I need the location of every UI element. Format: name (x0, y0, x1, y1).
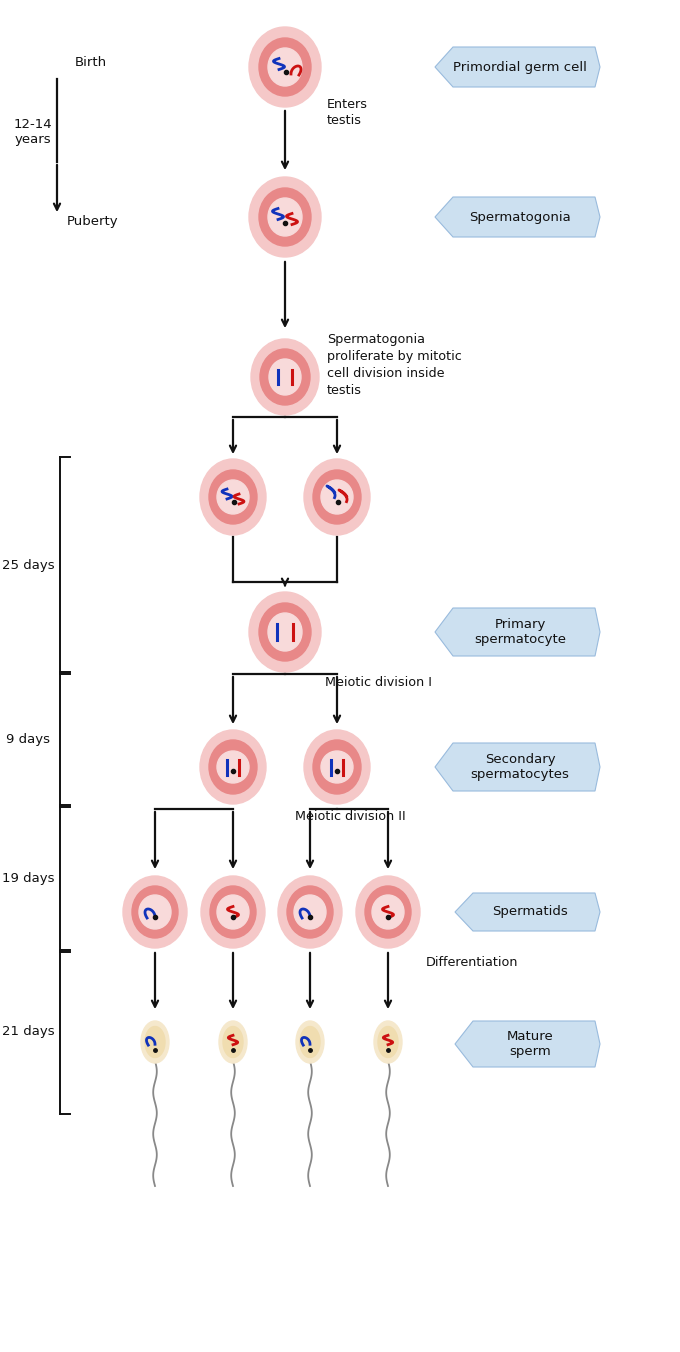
Ellipse shape (321, 750, 353, 783)
Ellipse shape (249, 592, 321, 672)
Ellipse shape (217, 480, 249, 514)
Ellipse shape (145, 1026, 165, 1057)
Ellipse shape (249, 177, 321, 257)
Ellipse shape (209, 470, 257, 525)
Ellipse shape (259, 38, 311, 96)
Ellipse shape (287, 886, 333, 938)
Ellipse shape (141, 1021, 169, 1063)
Text: 9 days: 9 days (6, 733, 50, 746)
Polygon shape (435, 608, 600, 656)
Ellipse shape (356, 876, 420, 948)
Text: Meiotic division II: Meiotic division II (295, 810, 406, 823)
Ellipse shape (259, 603, 311, 661)
Ellipse shape (249, 27, 321, 107)
Ellipse shape (223, 1026, 243, 1057)
Ellipse shape (300, 1026, 320, 1057)
Polygon shape (455, 1021, 600, 1067)
Ellipse shape (278, 876, 342, 948)
Polygon shape (435, 47, 600, 87)
Text: 12-14
years: 12-14 years (14, 118, 52, 146)
Ellipse shape (372, 895, 404, 929)
Ellipse shape (251, 339, 319, 415)
Text: Secondary
spermatocytes: Secondary spermatocytes (471, 753, 569, 781)
Text: Differentiation: Differentiation (426, 956, 518, 968)
Polygon shape (435, 197, 600, 237)
Ellipse shape (217, 750, 249, 783)
Text: Primordial germ cell: Primordial germ cell (453, 61, 587, 73)
Ellipse shape (268, 49, 302, 87)
Ellipse shape (268, 612, 302, 652)
Ellipse shape (304, 458, 370, 535)
Ellipse shape (259, 188, 311, 246)
Ellipse shape (313, 740, 361, 794)
Text: 25 days: 25 days (1, 558, 54, 572)
Ellipse shape (365, 886, 411, 938)
Ellipse shape (378, 1026, 398, 1057)
Ellipse shape (304, 730, 370, 804)
Ellipse shape (200, 730, 266, 804)
Ellipse shape (123, 876, 187, 948)
Text: 19 days: 19 days (2, 872, 54, 886)
Ellipse shape (200, 458, 266, 535)
Ellipse shape (313, 470, 361, 525)
Text: Spermatogonia: Spermatogonia (469, 211, 571, 223)
Text: Mature
sperm: Mature sperm (507, 1030, 554, 1059)
Ellipse shape (209, 740, 257, 794)
Text: Enters
testis: Enters testis (327, 97, 368, 127)
Ellipse shape (294, 895, 326, 929)
Text: 21 days: 21 days (1, 1026, 54, 1038)
Ellipse shape (132, 886, 178, 938)
Polygon shape (455, 894, 600, 932)
Ellipse shape (201, 876, 265, 948)
Text: Birth: Birth (75, 55, 107, 69)
Ellipse shape (139, 895, 171, 929)
Ellipse shape (374, 1021, 402, 1063)
Polygon shape (435, 744, 600, 791)
Ellipse shape (217, 895, 249, 929)
Text: Primary
spermatocyte: Primary spermatocyte (474, 618, 566, 646)
Ellipse shape (321, 480, 353, 514)
Ellipse shape (219, 1021, 247, 1063)
Ellipse shape (296, 1021, 324, 1063)
Text: Spermatogonia
proliferate by mitotic
cell division inside
testis: Spermatogonia proliferate by mitotic cel… (327, 333, 462, 397)
Ellipse shape (210, 886, 256, 938)
Ellipse shape (269, 360, 301, 395)
Text: Spermatids: Spermatids (492, 906, 568, 918)
Text: Meiotic division I: Meiotic division I (325, 676, 432, 688)
Ellipse shape (260, 349, 310, 406)
Ellipse shape (268, 197, 302, 237)
Text: Puberty: Puberty (67, 215, 118, 228)
